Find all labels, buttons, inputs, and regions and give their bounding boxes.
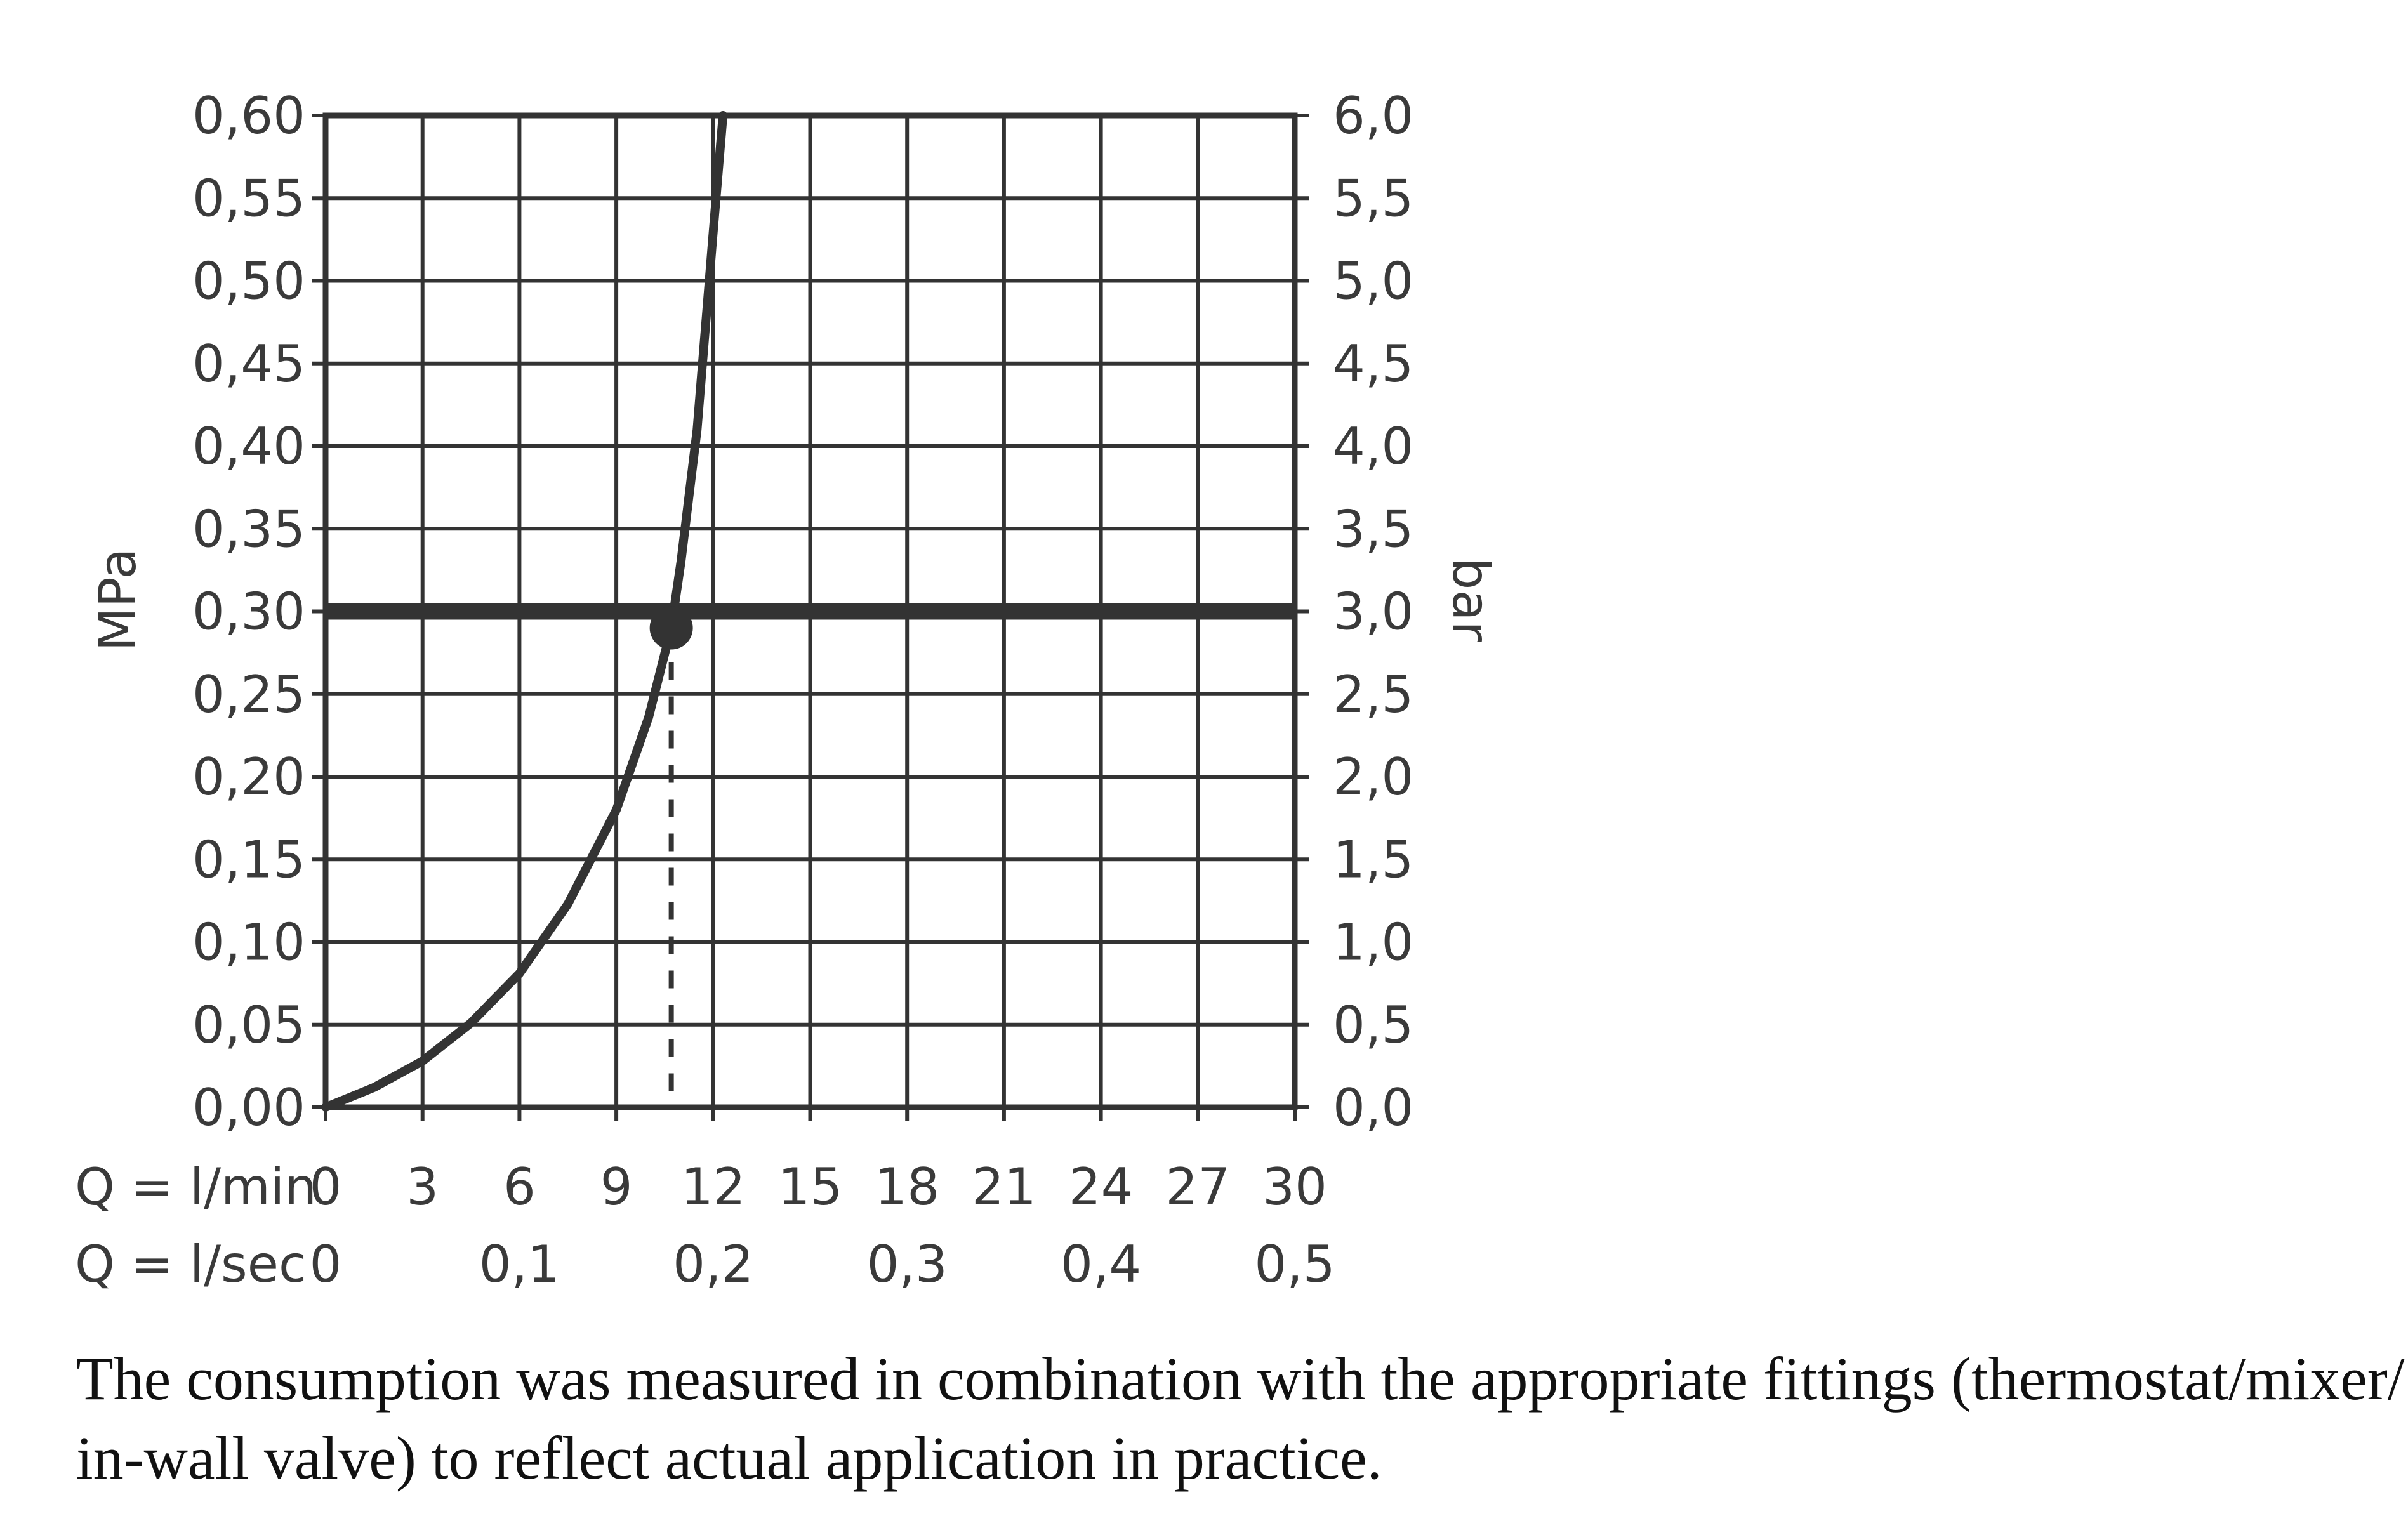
x-axis-lsec-title: Q = l/sec — [75, 1235, 307, 1294]
lmin-tick-label: 15 — [778, 1157, 843, 1216]
right-tick-label: 3,5 — [1333, 499, 1413, 558]
left-axis-title: MPa — [88, 548, 147, 652]
right-tick-label: 4,0 — [1333, 417, 1413, 476]
lmin-tick-label: 12 — [681, 1157, 746, 1216]
left-tick-label: 0,60 — [192, 86, 305, 145]
flow-curve — [321, 111, 728, 1112]
lmin-tick-label: 21 — [972, 1157, 1036, 1216]
right-tick-label: 5,0 — [1333, 252, 1413, 311]
lsec-tick-label: 0,2 — [673, 1235, 753, 1294]
right-tick-label: 2,5 — [1333, 665, 1413, 724]
lsec-tick-label: 0,1 — [479, 1235, 560, 1294]
operating-point-marker — [649, 606, 693, 650]
lsec-tick-label: 0,3 — [867, 1235, 948, 1294]
x-axis-lmin-title: Q = l/min — [75, 1157, 317, 1216]
lmin-tick-label: 27 — [1165, 1157, 1230, 1216]
right-tick-label: 4,5 — [1333, 334, 1413, 393]
lmin-tick-label: 3 — [406, 1157, 439, 1216]
right-tick-label: 5,5 — [1333, 169, 1413, 228]
right-tick-label: 6,0 — [1333, 86, 1413, 145]
left-tick-label: 0,05 — [192, 996, 305, 1055]
lsec-tick-label: 0,5 — [1254, 1235, 1335, 1294]
right-axis-title: bar — [1441, 558, 1500, 642]
left-tick-label: 0,45 — [192, 334, 305, 393]
right-tick-label: 1,5 — [1333, 830, 1413, 889]
right-tick-label: 0,5 — [1333, 996, 1413, 1055]
left-tick-label: 0,30 — [192, 583, 305, 642]
right-tick-label: 1,0 — [1333, 913, 1413, 972]
right-tick-label: 3,0 — [1333, 583, 1413, 642]
left-tick-label: 0,55 — [192, 169, 305, 228]
caption: The consumption was measured in combinat… — [76, 1339, 2405, 1498]
lsec-tick-label: 0,4 — [1061, 1235, 1141, 1294]
left-tick-label: 0,35 — [192, 499, 305, 558]
curve-group — [321, 111, 728, 1112]
left-tick-label: 0,40 — [192, 417, 305, 476]
lmin-tick-label: 9 — [600, 1157, 633, 1216]
lmin-tick-label: 24 — [1069, 1157, 1134, 1216]
left-tick-label: 0,25 — [192, 665, 305, 724]
right-tick-label: 2,0 — [1333, 748, 1413, 807]
lmin-tick-label: 30 — [1262, 1157, 1327, 1216]
lsec-tick-label: 0 — [310, 1235, 342, 1294]
lmin-tick-label: 18 — [875, 1157, 939, 1216]
right-tick-label: 0,0 — [1333, 1078, 1413, 1137]
tick-labels: 0,000,050,100,150,200,250,300,350,400,45… — [192, 86, 1413, 1294]
lmin-tick-label: 6 — [503, 1157, 536, 1216]
caption-line-2: in-wall valve) to reflect actual applica… — [76, 1424, 1382, 1492]
left-tick-label: 0,50 — [192, 252, 305, 311]
axes — [312, 112, 1309, 1121]
left-tick-label: 0,10 — [192, 913, 305, 972]
left-tick-label: 0,15 — [192, 830, 305, 889]
left-tick-label: 0,00 — [192, 1078, 305, 1137]
caption-line-1: The consumption was measured in combinat… — [76, 1345, 2405, 1413]
lmin-tick-label: 0 — [310, 1157, 342, 1216]
left-tick-label: 0,20 — [192, 748, 305, 807]
